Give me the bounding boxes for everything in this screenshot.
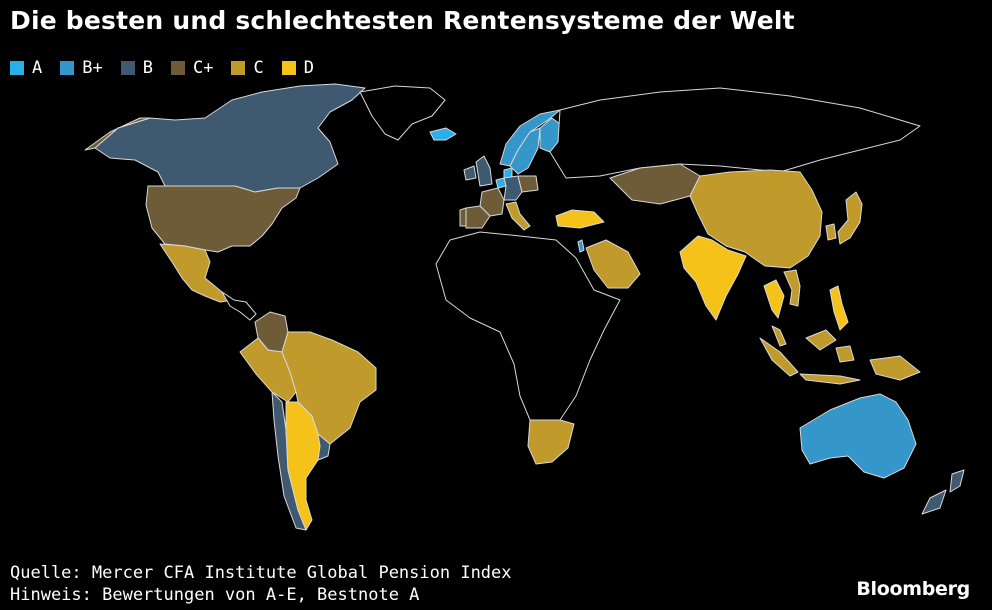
country-philippines [829, 285, 849, 331]
country-denmark [503, 167, 513, 179]
country-south-africa [527, 419, 575, 465]
country-portugal [459, 207, 467, 227]
country-australia [799, 393, 917, 479]
legend-item: C+ [170, 58, 214, 78]
country-japan [837, 191, 863, 245]
country-uk [475, 155, 493, 187]
legend-item: D [281, 58, 314, 78]
legend-swatch [120, 61, 135, 75]
chart-title: Die besten und schlechtesten Rentensyste… [10, 6, 795, 35]
legend-item: A [10, 58, 42, 78]
country-thailand [763, 279, 785, 319]
legend-item: C [231, 58, 264, 78]
legend: A B+ B C+ C D [10, 58, 332, 78]
country-indonesia [759, 337, 921, 385]
legend-label: B+ [82, 58, 103, 78]
country-china [689, 169, 823, 269]
legend-label: C+ [192, 58, 214, 78]
country-saudi-arabia [585, 239, 641, 289]
country-sweden [509, 127, 541, 175]
legend-item: B [120, 58, 153, 78]
country-israel [577, 239, 585, 253]
country-south-korea [825, 223, 837, 241]
legend-label: C [253, 58, 264, 78]
country-turkey [555, 209, 605, 229]
country-greenland [359, 85, 446, 141]
country-vietnam [783, 269, 801, 307]
grading-note: Hinweis: Bewertungen von A-E, Bestnote A [10, 585, 420, 605]
country-russia [549, 87, 921, 179]
country-iceland [429, 127, 457, 141]
source-note: Quelle: Mercer CFA Institute Global Pens… [10, 563, 512, 583]
country-india [679, 235, 747, 321]
country-italy [505, 201, 531, 231]
legend-swatch [281, 61, 296, 75]
region-central-america [221, 291, 257, 321]
bloomberg-logo: Bloomberg [856, 578, 970, 600]
legend-swatch [231, 61, 246, 75]
world-map [84, 83, 965, 531]
legend-label: B [142, 58, 153, 78]
country-uruguay [317, 433, 331, 461]
country-malaysia [771, 325, 837, 351]
legend-swatch [170, 61, 185, 75]
country-brazil [281, 331, 377, 445]
region-africa [435, 231, 621, 421]
legend-swatch [60, 61, 75, 75]
country-ireland [463, 165, 477, 181]
legend-label: A [32, 58, 43, 78]
country-canada [94, 83, 366, 193]
country-poland [517, 175, 539, 193]
footer: Quelle: Mercer CFA Institute Global Pens… [10, 562, 512, 606]
legend-label: D [303, 58, 314, 78]
country-usa-alaska [84, 117, 151, 151]
country-new-zealand [921, 469, 965, 515]
country-usa [145, 185, 301, 253]
legend-swatch [10, 61, 24, 75]
legend-item: B+ [60, 58, 103, 78]
